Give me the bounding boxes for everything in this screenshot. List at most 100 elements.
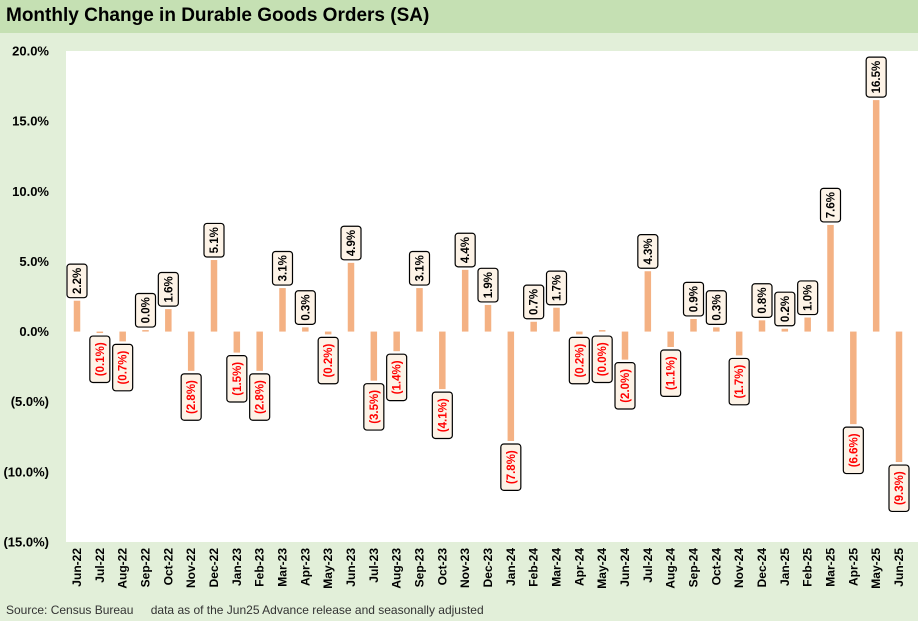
data-label: (9.3%) <box>888 464 910 513</box>
data-label: 0.7% <box>523 284 545 320</box>
data-label: 1.7% <box>545 270 568 306</box>
data-label-box <box>134 292 157 328</box>
data-label-box <box>386 353 408 402</box>
bar <box>256 331 263 371</box>
x-tick-label: Dec-22 <box>207 548 221 588</box>
y-tick-label: 20.0% <box>12 44 49 59</box>
bar <box>347 262 355 332</box>
data-label-box <box>477 267 499 303</box>
x-tick-label: Mar-25 <box>824 548 838 587</box>
data-label-box <box>249 373 271 421</box>
data-label-box <box>340 225 362 261</box>
data-label: 4.4% <box>454 232 476 268</box>
y-tick-label: (5.0%) <box>11 394 49 409</box>
bar <box>165 309 172 332</box>
data-label-text: 1.7% <box>552 275 564 301</box>
data-label-text: (2.8%) <box>255 380 267 414</box>
bar <box>827 224 834 332</box>
data-note: data as of the Jun25 Advance release and… <box>150 603 484 617</box>
data-label: (7.8%) <box>500 443 522 491</box>
data-label: (3.5%) <box>363 383 385 431</box>
x-tick-label: Sep-24 <box>687 548 701 588</box>
x-tick-label: Nov-23 <box>458 548 472 588</box>
data-label-box <box>591 335 613 384</box>
bar <box>895 331 903 463</box>
data-label-box <box>431 391 453 440</box>
data-label-box <box>89 335 111 384</box>
data-label: 5.1% <box>203 222 225 258</box>
data-label-box <box>271 250 294 286</box>
data-label: 1.9% <box>477 267 499 303</box>
data-label: 7.6% <box>819 187 842 223</box>
x-tick-label: May-23 <box>321 548 335 589</box>
bar <box>644 271 652 332</box>
data-label: 1.6% <box>157 271 179 307</box>
data-label-text: (0.2%) <box>323 343 335 377</box>
data-label-text: 0.8% <box>757 287 769 313</box>
data-label: 0.3% <box>705 290 727 325</box>
bar <box>233 331 241 353</box>
data-label: 2.2% <box>66 263 88 299</box>
bar <box>507 331 515 441</box>
bar <box>735 331 743 356</box>
data-label-text: (6.6%) <box>848 433 860 467</box>
x-tick-label: Nov-22 <box>184 548 198 588</box>
data-label: (1.1%) <box>660 349 682 398</box>
y-tick-label: 15.0% <box>12 114 49 129</box>
data-label-box <box>500 443 522 491</box>
data-label: (2.8%) <box>249 373 271 421</box>
data-label-text: (0.1%) <box>95 342 107 376</box>
x-tick-label: Jan-23 <box>230 548 244 586</box>
x-tick-label: Oct-24 <box>709 548 723 586</box>
data-label-box <box>819 187 842 223</box>
bar <box>713 327 720 332</box>
bar <box>553 307 560 332</box>
data-label-text: 4.4% <box>460 237 472 263</box>
x-tick-label: May-24 <box>595 548 609 589</box>
bar <box>484 304 492 332</box>
data-label-text: 4.9% <box>346 230 358 256</box>
y-tick-label: (15.0%) <box>3 535 49 550</box>
x-tick-label: Jul-22 <box>93 548 107 583</box>
data-label-text: 4.3% <box>643 238 655 264</box>
data-label-text: (2.8%) <box>186 380 198 414</box>
data-label: 16.5% <box>865 56 887 98</box>
bar <box>690 318 697 332</box>
data-label-text: 1.0% <box>803 285 815 311</box>
data-label-box <box>797 280 819 316</box>
bar <box>576 331 583 335</box>
data-label-text: (0.7%) <box>118 350 130 384</box>
data-label: (4.1%) <box>431 391 453 440</box>
data-label-text: (7.8%) <box>506 450 518 484</box>
data-label-box <box>317 336 339 385</box>
x-tick-label: Apr-23 <box>298 548 312 586</box>
x-tick-label: Dec-24 <box>755 548 769 588</box>
data-label: (0.7%) <box>112 343 134 392</box>
data-label: 0.0% <box>134 292 157 328</box>
data-label-text: 1.6% <box>163 276 175 302</box>
data-label-text: 5.1% <box>209 227 221 253</box>
data-label-box <box>157 271 179 307</box>
footer: Source: Census Bureau data as of the Jun… <box>6 603 484 617</box>
x-tick-label: Jun-23 <box>344 548 358 587</box>
data-label-text: (9.3%) <box>894 471 906 505</box>
data-label-text: (1.1%) <box>666 356 678 390</box>
data-label-text: (1.7%) <box>734 365 746 399</box>
bar <box>96 331 104 334</box>
bar <box>370 331 378 381</box>
x-tick-label: Feb-24 <box>527 548 541 587</box>
x-tick-label: Apr-25 <box>846 548 860 586</box>
data-label-box <box>545 270 568 306</box>
x-tick-label: Jan-24 <box>504 548 518 586</box>
data-label-text: (1.5%) <box>232 362 244 396</box>
data-label: (1.7%) <box>728 357 750 406</box>
x-tick-label: Feb-23 <box>253 548 267 587</box>
data-label: (0.2%) <box>568 336 590 385</box>
data-label: (0.2%) <box>317 336 339 385</box>
data-label-text: 0.9% <box>689 286 701 312</box>
data-label-box <box>180 373 202 421</box>
bar <box>324 331 332 335</box>
data-label-box <box>614 362 636 410</box>
bar <box>119 331 126 342</box>
